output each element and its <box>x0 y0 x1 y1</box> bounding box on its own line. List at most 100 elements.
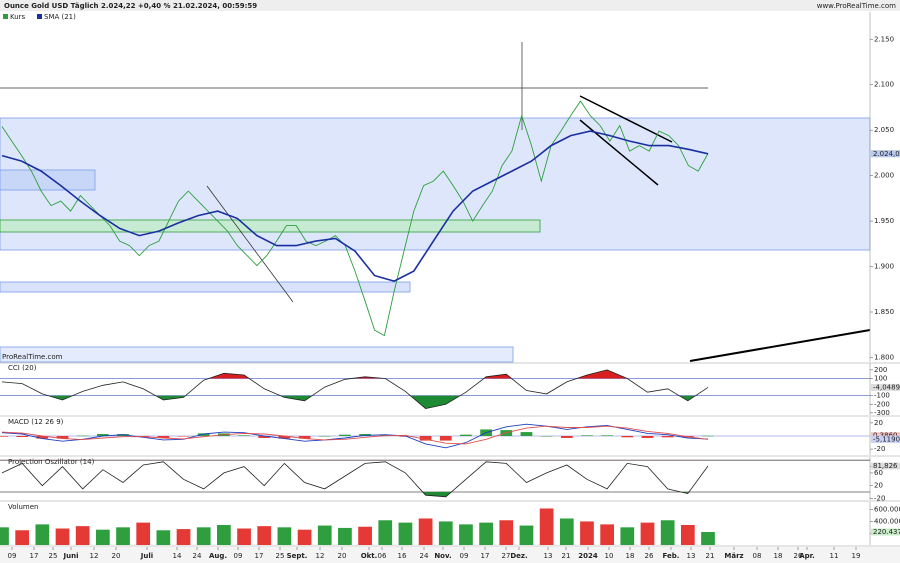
y-tick-label: 1.900 <box>874 263 894 271</box>
x-tick-label: 14 <box>173 552 182 560</box>
x-tick-label: 06 <box>378 552 387 560</box>
volume-bar <box>257 526 272 545</box>
volume-bar <box>499 520 514 545</box>
line <box>1 423 709 449</box>
x-tick-label: 26 <box>645 552 654 560</box>
x-tick-label: 13 <box>544 552 553 560</box>
y-tick-label: 2.100 <box>874 81 894 89</box>
x-tick-label: 25 <box>49 552 58 560</box>
current-value-label: 81,826 <box>873 462 898 470</box>
x-tick-label: 10 <box>605 552 614 560</box>
x-tick-label: Apr. <box>799 552 815 560</box>
x-tick-label: Sept. <box>287 552 308 560</box>
volume-bar <box>378 520 393 545</box>
current-value-box <box>871 462 900 470</box>
x-tick-label: 20 <box>112 552 121 560</box>
histogram-bar <box>278 436 291 439</box>
x-tick-label: 11 <box>830 552 839 560</box>
trend-line <box>689 329 871 362</box>
volume-bar <box>136 522 151 545</box>
y-tick-label: -20 <box>874 494 885 502</box>
x-tick-label: 17 <box>30 552 39 560</box>
current-value-label: -4,0489 <box>873 383 900 391</box>
histogram-bar <box>641 436 654 438</box>
volume-bar <box>358 526 372 545</box>
line <box>1 461 709 498</box>
histogram-bar <box>520 432 533 436</box>
histogram-bar <box>339 434 351 436</box>
histogram-bar <box>76 435 89 437</box>
x-tick-label: 26 <box>794 552 803 560</box>
volume-bar <box>55 528 70 545</box>
histogram-bar <box>460 434 472 436</box>
legend-swatch <box>37 14 42 19</box>
x-tick-label: 2024 <box>578 552 598 560</box>
x-tick-label: 17 <box>255 552 264 560</box>
histogram-bar <box>419 436 432 441</box>
line <box>1 130 709 282</box>
channel-line <box>579 119 659 186</box>
panel-title: MACD (12 26 9) <box>8 418 64 426</box>
y-tick-label: -200 <box>874 400 890 408</box>
x-tick-label: 09 <box>460 552 469 560</box>
x-tick-label: 27 <box>502 552 511 560</box>
histogram-bar <box>540 436 553 437</box>
y-tick-label: 1.800 <box>874 353 894 361</box>
histogram-bar <box>0 436 8 437</box>
zone <box>0 281 411 293</box>
x-tick-label: 12 <box>316 552 325 560</box>
volume-bar <box>75 526 90 545</box>
support-zone <box>0 219 541 233</box>
volume-bar <box>398 522 413 545</box>
line <box>1 100 709 337</box>
x-tick-label: 08 <box>753 552 762 560</box>
volume-bar <box>519 525 534 545</box>
y-tick-label: 2.000 <box>874 172 894 180</box>
header-title: Ounce Gold USD Täglich 2.024,22 +0,40 % … <box>4 2 257 10</box>
volume-bar <box>35 524 50 545</box>
histogram-bar <box>96 434 109 436</box>
volume-bar <box>317 525 332 545</box>
x-tick-label: 18 <box>774 552 783 560</box>
volume-bar <box>277 527 292 545</box>
volume-bar <box>438 521 453 545</box>
y-tick-label: 20 <box>874 419 883 427</box>
panel-title: Volumen <box>8 503 38 511</box>
volume-bar <box>237 528 251 545</box>
volume-bar <box>418 518 433 545</box>
histogram-bar <box>560 436 573 438</box>
x-tick-label: 17 <box>481 552 490 560</box>
histogram-bar <box>157 436 170 438</box>
y-tick-label: 200 <box>874 366 887 374</box>
y-tick-label: 2.050 <box>874 126 894 134</box>
histogram-bar <box>36 436 49 439</box>
histogram-bar <box>702 435 714 437</box>
current-value-box <box>871 150 900 158</box>
header-bar <box>0 0 900 11</box>
volume-bar <box>640 522 655 545</box>
current-value-label: 220.437 <box>873 528 900 536</box>
osc-fill <box>2 460 708 461</box>
volume-bar <box>338 527 352 545</box>
zone <box>0 346 514 363</box>
y-tick-label: 600.000 <box>874 506 900 514</box>
trend-line <box>206 185 294 303</box>
x-tick-label: 16 <box>398 552 407 560</box>
histogram-bar <box>238 435 250 436</box>
histogram-bar <box>197 433 210 436</box>
histogram-bar <box>16 436 29 437</box>
y-tick-label: -20 <box>874 445 885 453</box>
volume-bar <box>217 524 231 545</box>
volume-bar <box>459 524 473 545</box>
line <box>1 425 709 445</box>
current-value-label: -5,1190 <box>873 435 900 443</box>
x-tick-label: 09 <box>8 552 17 560</box>
x-tick-label: 21 <box>706 552 715 560</box>
histogram-bar <box>56 436 69 439</box>
y-tick-label: 2.150 <box>874 35 894 43</box>
legend-label: SMA (21) <box>44 13 76 21</box>
x-tick-label: Aug. <box>209 552 227 560</box>
x-tick-label: 20 <box>338 552 347 560</box>
x-tick-label: 19 <box>852 552 861 560</box>
volume-bar <box>297 529 312 545</box>
